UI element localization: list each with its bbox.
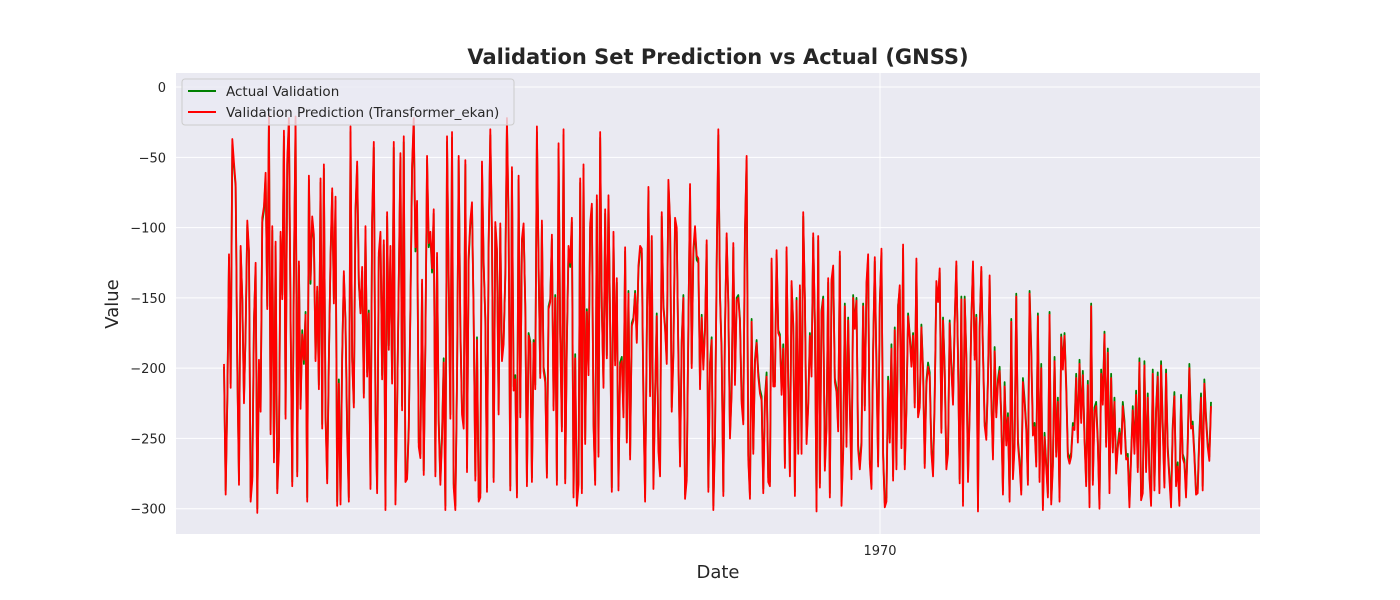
y-axis-ticks: 0 −50 −100 −150 −200 −250 −300 (130, 81, 166, 518)
y-tick-label: −250 (130, 432, 166, 447)
y-axis-label: Value (102, 279, 123, 328)
legend: Actual Validation Validation Prediction … (181, 78, 515, 126)
x-axis-label: Date (696, 562, 739, 583)
y-tick-label: −200 (130, 362, 166, 377)
x-tick-label: 1970 (863, 544, 896, 559)
y-tick-label: −100 (130, 222, 166, 237)
y-tick-label: −300 (130, 503, 166, 518)
series-layer (223, 112, 1212, 514)
y-tick-label: 0 (158, 81, 166, 96)
legend-label-prediction: Validation Prediction (Transformer_ekan) (226, 105, 499, 121)
legend-box (181, 78, 515, 126)
y-tick-label: −150 (130, 292, 166, 307)
chart-title: Validation Set Prediction vs Actual (GNS… (467, 45, 968, 69)
x-axis-ticks: 1970 (863, 544, 896, 559)
legend-label-actual: Actual Validation (226, 84, 339, 100)
y-tick-label: −50 (139, 151, 166, 166)
series-line-prediction (223, 112, 1212, 514)
